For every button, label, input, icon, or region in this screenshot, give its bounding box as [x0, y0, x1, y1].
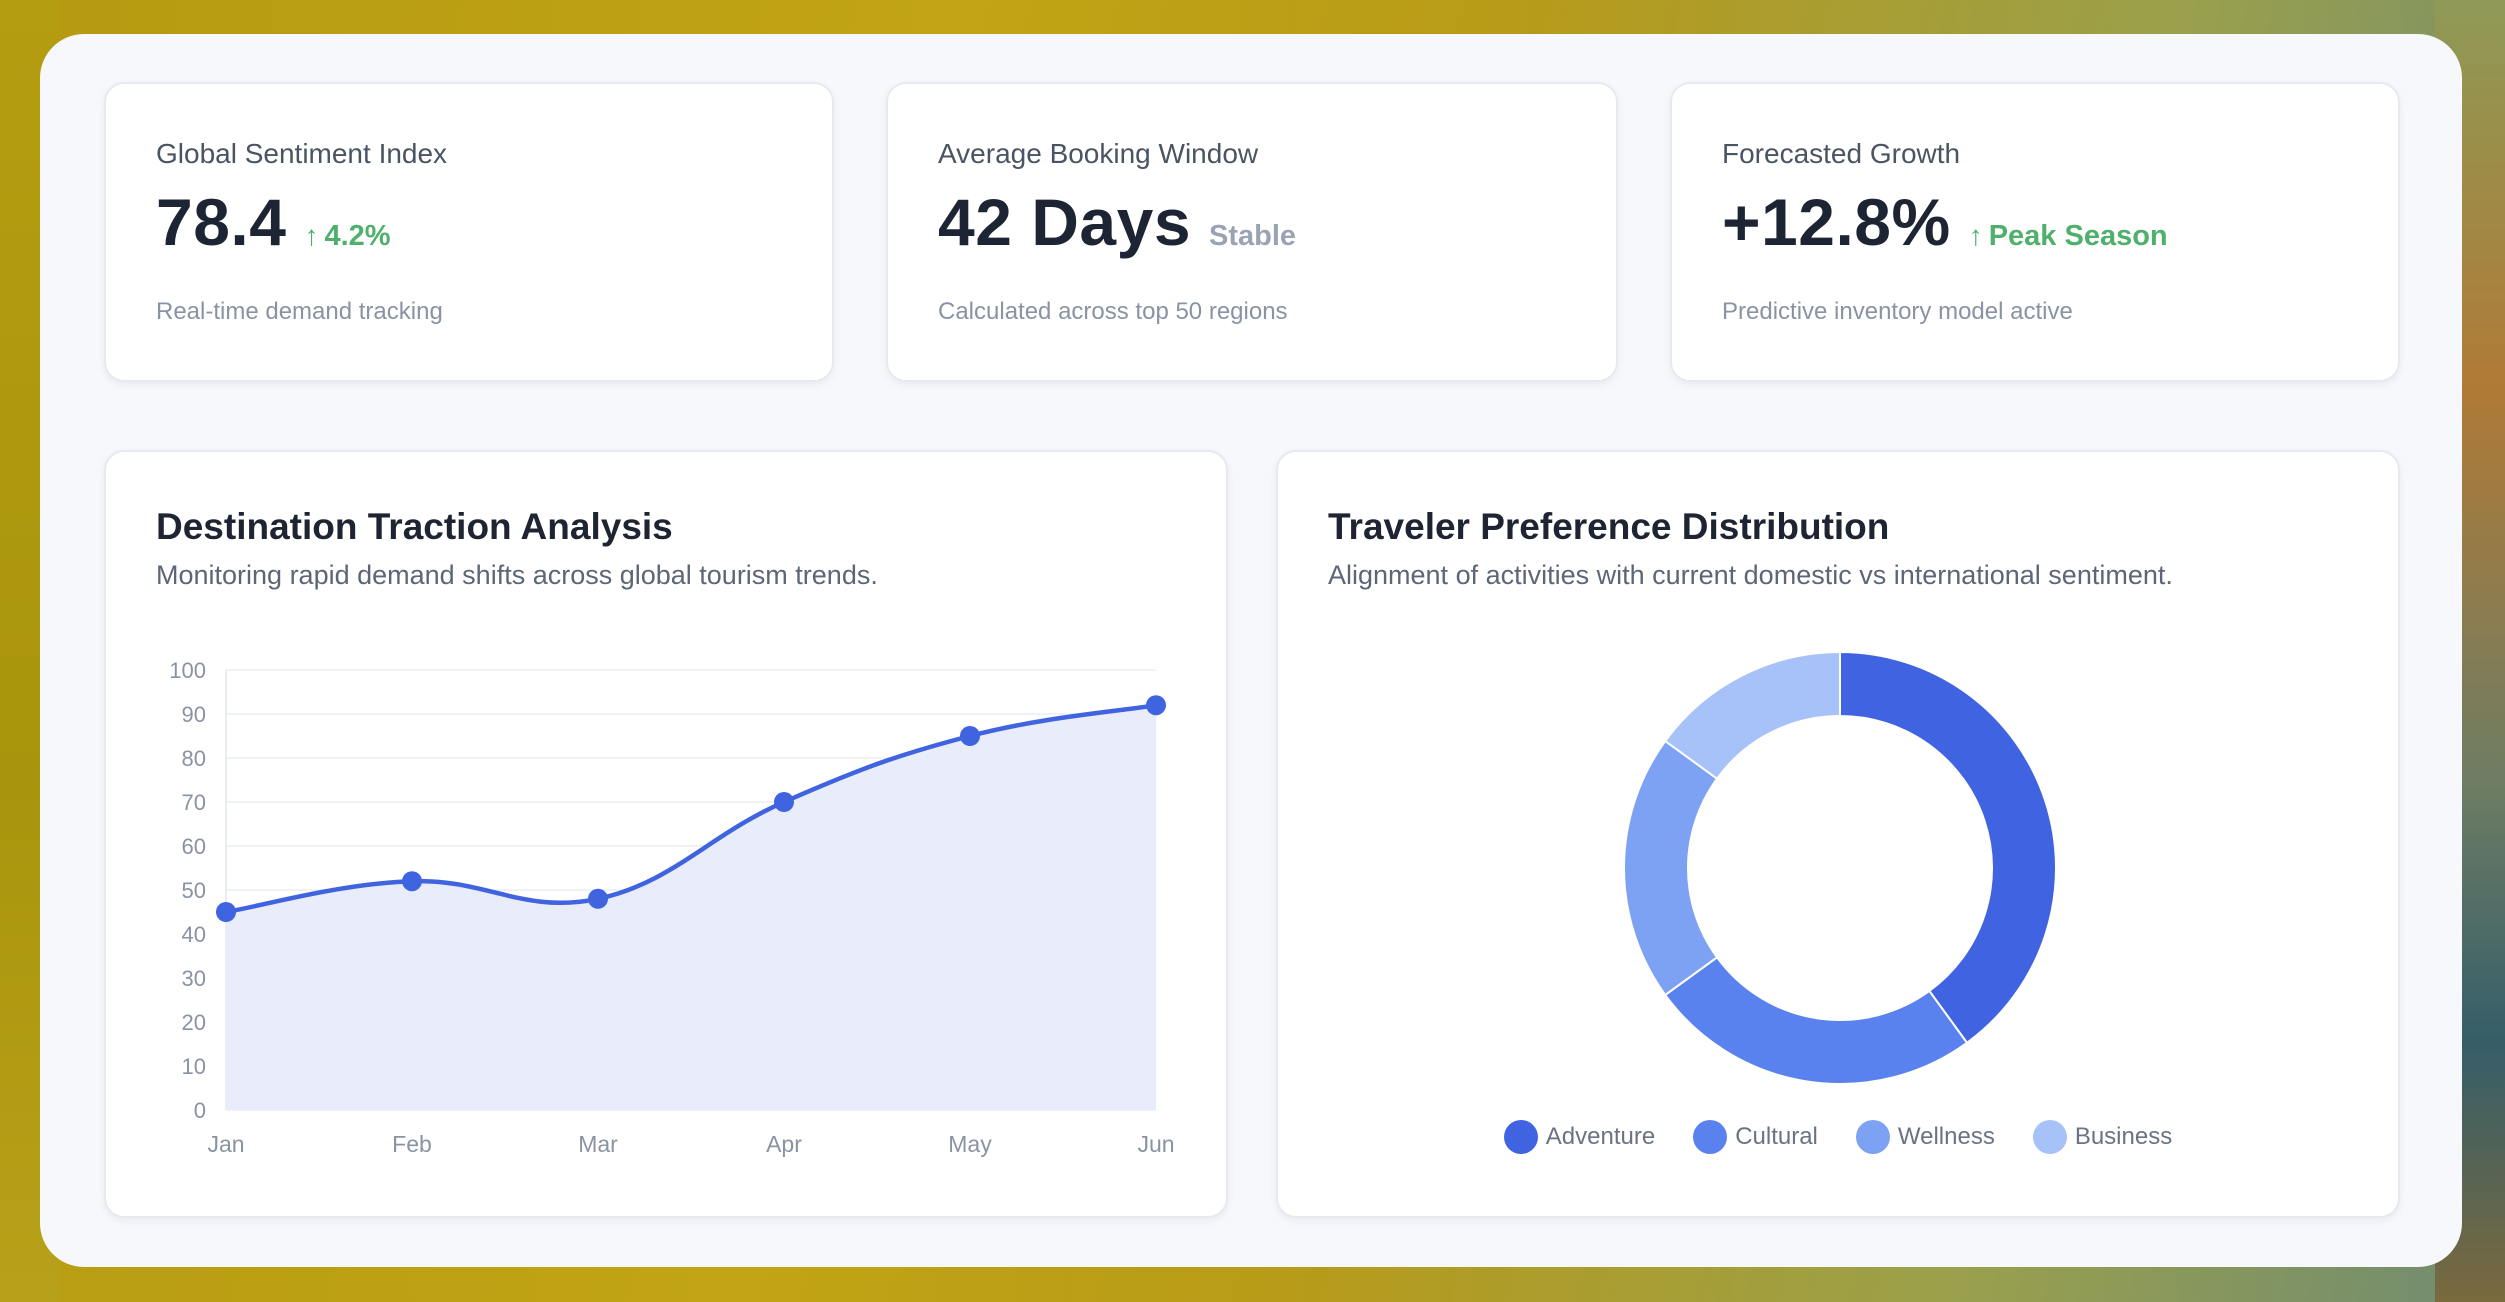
- y-tick-label: 10: [182, 1054, 206, 1079]
- donut-slice-cultural[interactable]: [1663, 955, 1969, 1085]
- legend-swatch: [2032, 1120, 2067, 1154]
- data-point[interactable]: [588, 888, 608, 909]
- series-line: [225, 702, 1157, 915]
- y-tick-label: 70: [182, 790, 206, 815]
- x-tick-label: Jan: [207, 1131, 244, 1157]
- kpi-delta-value: 4.2%: [324, 220, 391, 252]
- y-tick-label: 80: [182, 746, 206, 771]
- kpi-delta: ↑ Peak Season: [1969, 220, 2168, 253]
- legend-item-business[interactable]: Business: [2032, 1120, 2173, 1154]
- data-point[interactable]: [1146, 695, 1166, 716]
- legend-label: Cultural: [1735, 1123, 1818, 1150]
- kpi-label: Global Sentiment Index: [156, 138, 448, 169]
- kpi-delta-value: Stable: [1209, 220, 1297, 252]
- data-point[interactable]: [216, 902, 236, 922]
- arrow-up-icon: ↑: [1968, 220, 1983, 251]
- preference-chart-card: Traveler Preference Distribution Alignme…: [1276, 450, 2400, 1218]
- kpi-value: 78.4: [156, 185, 287, 259]
- preference-donut-chart: [1623, 650, 2057, 1085]
- kpi-subtext: Calculated across top 50 regions: [938, 298, 1288, 325]
- kpi-value: 42 Days: [938, 185, 1192, 259]
- legend-item-cultural[interactable]: Cultural: [1693, 1120, 1818, 1154]
- panel-title: Destination Traction Analysis: [156, 506, 673, 547]
- x-tick-label: Apr: [766, 1131, 802, 1157]
- donut-slice-adventure[interactable]: [1839, 650, 2057, 1045]
- y-tick-label: 50: [182, 878, 206, 903]
- traction-line-chart: 0 10 20 30 40 50 60 70 80 90 100 Jan Feb Mar Apr May Jun: [169, 658, 1174, 1157]
- donut-slice-business[interactable]: [1663, 650, 1841, 781]
- y-tick-label: 40: [182, 922, 206, 947]
- kpi-delta-value: Peak Season: [1988, 220, 2168, 252]
- legend-label: Wellness: [1897, 1123, 1995, 1150]
- y-tick-label: 0: [194, 1098, 206, 1123]
- legend-item-adventure[interactable]: Adventure: [1503, 1120, 1656, 1154]
- legend-swatch: [1855, 1120, 1890, 1154]
- data-point[interactable]: [960, 726, 980, 746]
- dashboard-frame: Global Sentiment Index 78.4 ↑ 4.2% Real-…: [40, 34, 2462, 1267]
- panel-subtitle: Alignment of activities with current dom…: [1328, 560, 2173, 590]
- x-tick-label: Feb: [392, 1131, 432, 1157]
- y-tick-label: 90: [182, 702, 206, 727]
- kpi-subtext: Real-time demand tracking: [156, 298, 443, 325]
- kpi-subtext: Predictive inventory model active: [1722, 298, 2073, 325]
- panel-subtitle: Monitoring rapid demand shifts across gl…: [156, 560, 878, 590]
- kpi-card-sentiment: Global Sentiment Index 78.4 ↑ 4.2% Real-…: [104, 82, 834, 382]
- x-tick-label: Jun: [1137, 1131, 1174, 1157]
- legend-swatch: [1693, 1120, 1728, 1154]
- data-point[interactable]: [402, 871, 422, 892]
- kpi-card-forecasted-growth: Forecasted Growth +12.8% ↑ Peak Season P…: [1670, 82, 2400, 382]
- panel-title: Traveler Preference Distribution: [1328, 506, 1890, 547]
- donut-slice-wellness[interactable]: [1623, 739, 1719, 997]
- area-fill: [226, 705, 1156, 1110]
- legend-label: Adventure: [1545, 1123, 1656, 1150]
- kpi-label: Average Booking Window: [938, 138, 1259, 169]
- legend-swatch: [1503, 1120, 1538, 1154]
- y-tick-label: 20: [182, 1010, 206, 1035]
- data-point[interactable]: [774, 792, 794, 812]
- kpi-value: +12.8%: [1722, 185, 1951, 259]
- y-tick-label: 30: [182, 966, 206, 991]
- traction-chart-card: Destination Traction Analysis Monitoring…: [104, 450, 1228, 1218]
- legend-label: Business: [2074, 1123, 2173, 1150]
- arrow-up-icon: ↑: [304, 220, 319, 251]
- kpi-delta: Stable: [1209, 220, 1296, 253]
- kpi-card-booking-window: Average Booking Window 42 Days Stable Ca…: [886, 82, 1618, 382]
- y-tick-label: 100: [169, 658, 206, 683]
- y-tick-label: 60: [182, 834, 206, 859]
- x-tick-label: Mar: [578, 1131, 618, 1157]
- kpi-label: Forecasted Growth: [1722, 138, 1961, 169]
- legend-item-wellness[interactable]: Wellness: [1855, 1120, 1995, 1154]
- x-tick-label: May: [948, 1131, 992, 1157]
- chart-legend: Adventure Cultural Wellness Business: [1278, 1120, 2398, 1154]
- kpi-delta: ↑ 4.2%: [304, 220, 390, 253]
